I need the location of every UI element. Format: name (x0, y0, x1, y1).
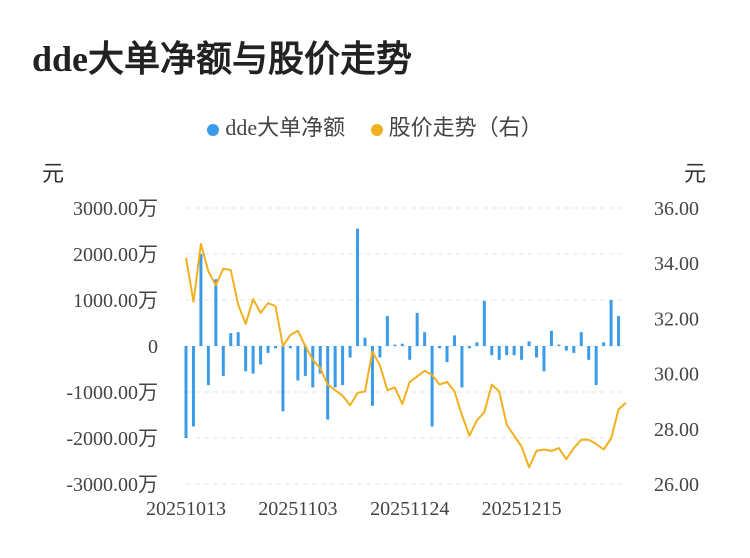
dde-bar (557, 344, 561, 346)
dde-bar (199, 254, 203, 346)
dde-bar (542, 346, 546, 372)
dde-bar (251, 346, 255, 374)
dde-bar (303, 346, 307, 376)
dde-bar (587, 346, 591, 360)
dde-bar (423, 332, 427, 346)
dde-bar (475, 342, 479, 346)
dde-bar (505, 346, 509, 356)
dde-bar (512, 346, 516, 356)
dde-bar (266, 346, 270, 353)
dde-bar (221, 346, 225, 376)
legend-item-dde[interactable]: dde大单净额 (207, 110, 345, 142)
left-tick-label: 3000.00万 (73, 198, 158, 220)
dde-bar (385, 316, 389, 346)
dde-bar (438, 346, 442, 349)
right-axis-unit: 元 (684, 161, 707, 186)
dde-bar (363, 337, 367, 346)
dde-bar (490, 346, 494, 356)
dde-bar (348, 346, 352, 358)
dde-bar (356, 228, 360, 346)
chart-title: dde大单净额与股价走势 (32, 39, 413, 79)
dde-bar (482, 300, 486, 346)
dde-bar (259, 346, 263, 365)
dde-bar (572, 346, 576, 353)
dde-bar (341, 346, 345, 386)
left-tick-label: -1000.00万 (66, 382, 158, 404)
dde-bar (400, 343, 404, 346)
dde-bar (415, 312, 419, 346)
dde-bar (520, 346, 524, 360)
x-tick-label: 20251103 (258, 498, 337, 520)
legend: dde大单净额 股价走势（右） (0, 110, 750, 142)
right-tick-label: 32.00 (654, 308, 699, 330)
dde-bar (214, 279, 218, 346)
right-tick-label: 36.00 (654, 198, 699, 220)
right-tick-label: 28.00 (654, 419, 699, 441)
dde-bar (564, 346, 568, 351)
dde-bar (206, 346, 210, 386)
dde-bar (281, 346, 285, 412)
dde-bar (535, 346, 539, 358)
dde-bar (460, 346, 464, 388)
dde-bar (184, 346, 188, 438)
legend-item-price[interactable]: 股价走势（右） (370, 110, 543, 142)
dde-bar (617, 316, 621, 346)
dde-bar (296, 346, 300, 381)
dde-bar (229, 333, 233, 346)
dde-bar (191, 346, 195, 427)
left-tick-label: 1000.00万 (73, 290, 158, 312)
dde-bar (602, 342, 606, 346)
dde-bar (311, 346, 315, 388)
left-tick-label: -2000.00万 (66, 428, 158, 450)
right-tick-label: 30.00 (654, 364, 699, 386)
dde-bar (378, 346, 382, 358)
legend-dot-dde (207, 123, 220, 136)
dde-bar (370, 346, 374, 406)
x-tick-label: 20251124 (370, 498, 449, 520)
dde-bar (609, 300, 613, 346)
left-tick-label: 0 (148, 336, 158, 358)
dde-bar (452, 335, 456, 346)
dde-bar (288, 346, 292, 349)
dde-bar (579, 332, 583, 346)
left-tick-label: 2000.00万 (73, 244, 158, 266)
dde-bar (408, 346, 412, 360)
legend-label-dde: dde大单净额 (225, 115, 346, 140)
right-tick-label: 26.00 (654, 474, 699, 496)
dde-bar (393, 344, 397, 346)
x-tick-label: 20251013 (146, 498, 226, 520)
left-tick-label: -3000.00万 (66, 474, 158, 496)
dde-bar (430, 346, 434, 427)
dde-bar (497, 346, 501, 360)
dde-bar (445, 346, 449, 363)
x-tick-label: 20251215 (482, 498, 562, 520)
dde-bar (549, 330, 553, 346)
dde-bar (244, 346, 248, 372)
legend-label-price: 股价走势（右） (388, 115, 543, 140)
dde-bar (467, 346, 471, 349)
price-line (185, 242, 627, 469)
dde-bar (527, 341, 531, 346)
legend-dot-price (370, 123, 383, 136)
right-tick-label: 34.00 (654, 253, 699, 275)
dde-bar (594, 346, 598, 386)
dde-bar (333, 346, 337, 388)
dde-bar (273, 346, 277, 349)
dde-bar (236, 332, 240, 346)
left-axis-unit: 元 (42, 161, 65, 186)
dde-bar (318, 346, 322, 374)
